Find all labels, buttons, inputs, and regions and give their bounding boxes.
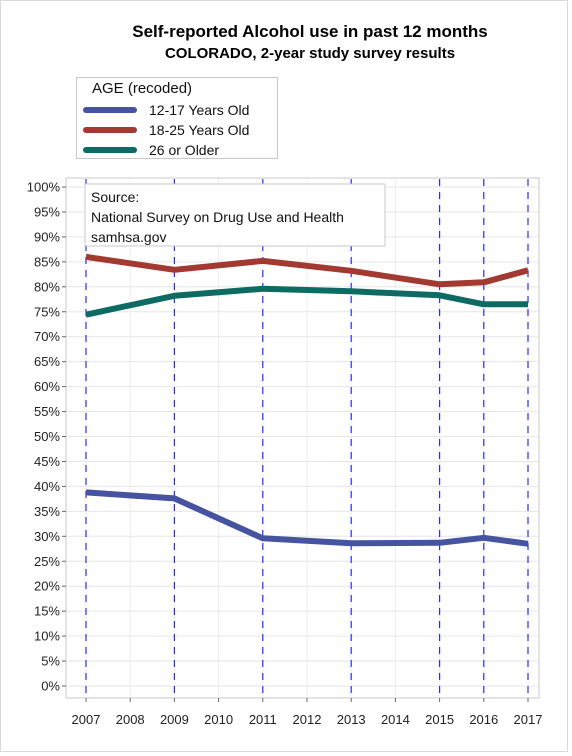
y-tick-label: 50% [34, 429, 60, 444]
legend-item-18-25: 18-25 Years Old [83, 120, 249, 140]
y-tick-label: 55% [34, 404, 60, 419]
x-tick-label: 2008 [116, 712, 145, 727]
x-tick-label: 2007 [72, 712, 101, 727]
x-tick-label: 2015 [425, 712, 454, 727]
y-tick-label: 100% [27, 180, 61, 195]
y-tick-label: 40% [34, 479, 60, 494]
legend-item-12-17: 12-17 Years Old [83, 100, 249, 120]
x-tick-label: 2009 [160, 712, 189, 727]
y-tick-label: 15% [34, 604, 60, 619]
y-tick-label: 35% [34, 504, 60, 519]
legend-title: AGE (recoded) [92, 80, 193, 97]
chart-legend: AGE (recoded) 12-17 Years Old 18-25 Year… [76, 77, 278, 159]
x-tick-label: 2010 [204, 712, 233, 727]
x-tick-label: 2017 [514, 712, 543, 727]
y-tick-label: 30% [34, 529, 60, 544]
y-tick-label: 80% [34, 279, 60, 294]
y-tick-label: 25% [34, 554, 60, 569]
source-annotation-line: National Survey on Drug Use and Health [91, 209, 344, 225]
source-annotation-line: samhsa.gov [91, 229, 166, 245]
y-tick-label: 75% [34, 304, 60, 319]
y-tick-label: 10% [34, 629, 60, 644]
legend-label: 26 or Older [149, 142, 220, 158]
legend-item-26-older: 26 or Older [83, 140, 219, 160]
y-tick-label: 85% [34, 254, 60, 269]
source-annotation-box [84, 183, 386, 247]
y-tick-label: 70% [34, 329, 60, 344]
x-tick-label: 2011 [249, 712, 277, 727]
legend-label: 18-25 Years Old [149, 122, 250, 138]
chart-title: Self-reported Alcohol use in past 12 mon… [132, 22, 488, 41]
y-tick-label: 65% [34, 354, 60, 369]
legend-swatch-12-17 [83, 107, 137, 113]
y-tick-label: 45% [34, 454, 60, 469]
y-tick-label: 90% [34, 229, 60, 244]
y-tick-label: 20% [34, 579, 60, 594]
y-tick-label: 0% [41, 679, 60, 694]
plot-border [65, 177, 540, 699]
x-tick-label: 2016 [469, 712, 498, 727]
x-tick-label: 2013 [337, 712, 366, 727]
y-tick-label: 95% [34, 204, 60, 219]
source-annotation-line: Source: [91, 189, 139, 205]
x-tick-label: 2012 [293, 712, 322, 727]
legend-swatch-18-25 [83, 127, 137, 133]
legend-label: 12-17 Years Old [149, 102, 250, 118]
x-tick-label: 2014 [381, 712, 410, 727]
y-tick-label: 5% [41, 654, 60, 669]
legend-swatch-26-older [83, 147, 137, 153]
chart-subtitle: COLORADO, 2-year study survey results [164, 45, 456, 62]
y-tick-label: 60% [34, 379, 60, 394]
